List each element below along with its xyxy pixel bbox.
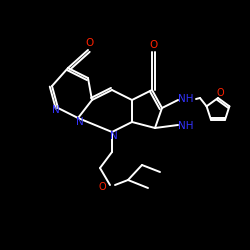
Text: NH: NH xyxy=(178,94,194,104)
Text: NH: NH xyxy=(178,121,194,131)
Text: N: N xyxy=(110,131,118,141)
Text: N: N xyxy=(52,105,60,115)
Text: O: O xyxy=(85,38,93,48)
Text: N: N xyxy=(76,117,84,127)
Text: O: O xyxy=(149,40,157,50)
Text: O: O xyxy=(98,182,106,192)
Text: O: O xyxy=(216,88,224,98)
